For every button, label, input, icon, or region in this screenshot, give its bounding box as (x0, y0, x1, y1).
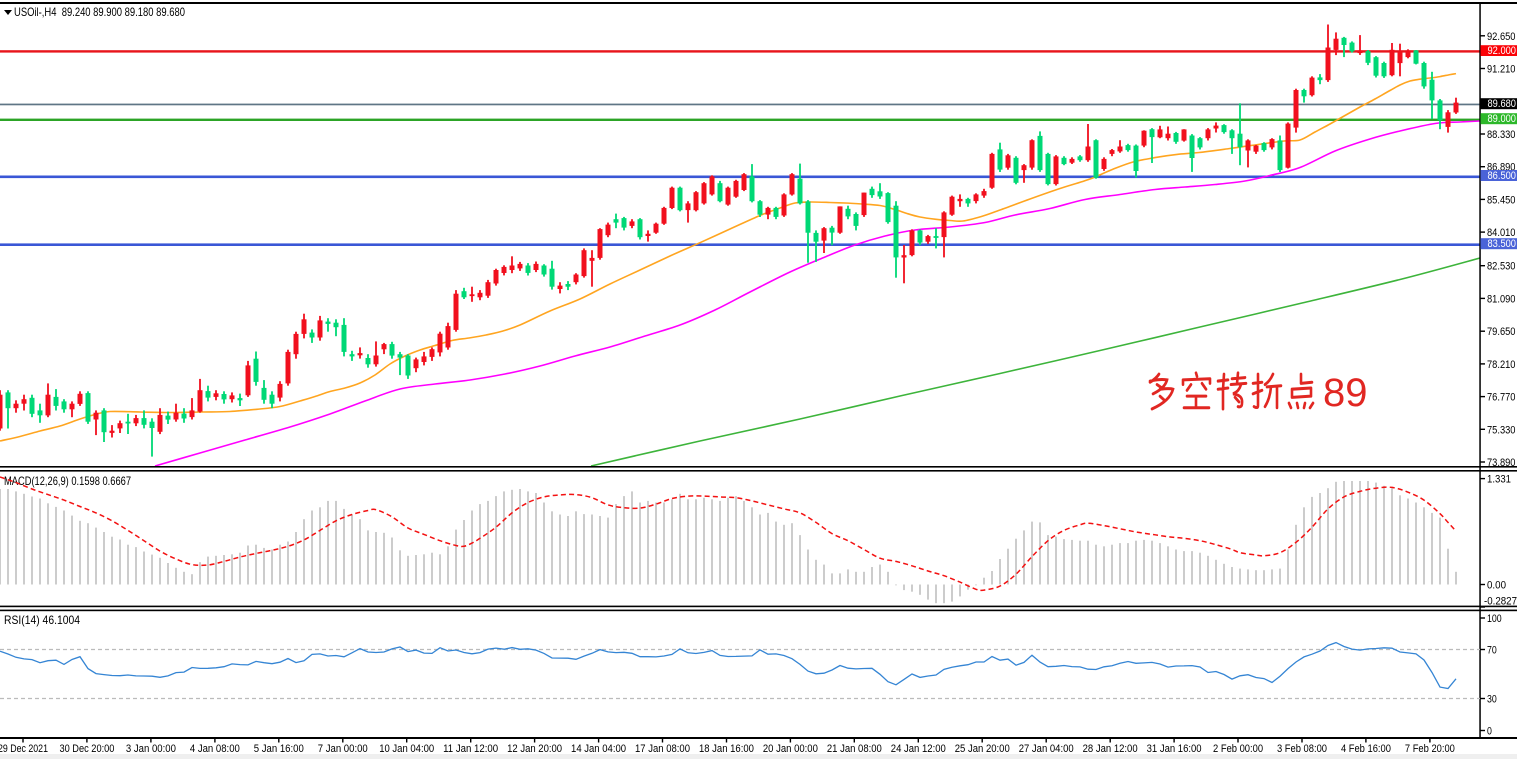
svg-text:70: 70 (1487, 645, 1497, 657)
svg-text:USOil-,H4 89.240 89.900 89.18: USOil-,H4 89.240 89.900 89.180 89.680 (14, 5, 185, 19)
svg-text:17 Jan 08:00: 17 Jan 08:00 (635, 743, 690, 755)
svg-text:25 Jan 20:00: 25 Jan 20:00 (955, 743, 1010, 755)
svg-text:24 Jan 12:00: 24 Jan 12:00 (891, 743, 946, 755)
svg-text:91.210: 91.210 (1487, 64, 1516, 76)
svg-text:10 Jan 04:00: 10 Jan 04:00 (379, 743, 434, 755)
svg-text:88.330: 88.330 (1487, 129, 1516, 141)
svg-text:76.770: 76.770 (1487, 392, 1516, 404)
svg-text:7 Jan 00:00: 7 Jan 00:00 (318, 743, 368, 755)
svg-text:RSI(14) 46.1004: RSI(14) 46.1004 (4, 613, 80, 627)
svg-text:89: 89 (1323, 371, 1368, 415)
svg-text:30 Dec 20:00: 30 Dec 20:00 (59, 743, 114, 755)
svg-text:4 Jan 08:00: 4 Jan 08:00 (190, 743, 240, 755)
svg-text:MACD(12,26,9) 0.1598 0.6667: MACD(12,26,9) 0.1598 0.6667 (4, 474, 131, 488)
svg-text:3 Feb 08:00: 3 Feb 08:00 (1277, 743, 1327, 755)
svg-text:29 Dec 2021: 29 Dec 2021 (0, 743, 48, 755)
svg-text:0: 0 (1487, 726, 1492, 738)
svg-text:82.530: 82.530 (1487, 261, 1516, 273)
svg-text:20 Jan 00:00: 20 Jan 00:00 (763, 743, 818, 755)
svg-text:14 Jan 04:00: 14 Jan 04:00 (571, 743, 626, 755)
svg-text:75.330: 75.330 (1487, 424, 1516, 436)
svg-text:27 Jan 04:00: 27 Jan 04:00 (1019, 743, 1074, 755)
svg-text:31 Jan 16:00: 31 Jan 16:00 (1147, 743, 1202, 755)
svg-text:-0.2827: -0.2827 (1484, 596, 1517, 608)
svg-text:18 Jan 16:00: 18 Jan 16:00 (699, 743, 754, 755)
svg-text:100: 100 (1487, 613, 1502, 625)
svg-text:5 Jan 16:00: 5 Jan 16:00 (254, 743, 304, 755)
svg-text:7 Feb 20:00: 7 Feb 20:00 (1405, 743, 1455, 755)
svg-text:89.000: 89.000 (1488, 113, 1517, 125)
svg-text:0.00: 0.00 (1487, 580, 1506, 592)
svg-text:79.650: 79.650 (1487, 326, 1516, 338)
svg-text:21 Jan 08:00: 21 Jan 08:00 (827, 743, 882, 755)
svg-text:78.210: 78.210 (1487, 359, 1516, 371)
svg-text:11 Jan 12:00: 11 Jan 12:00 (443, 743, 498, 755)
svg-text:92.650: 92.650 (1487, 31, 1516, 43)
svg-text:1.331: 1.331 (1487, 474, 1511, 486)
svg-text:73.890: 73.890 (1487, 457, 1516, 469)
svg-text:4 Feb 16:00: 4 Feb 16:00 (1341, 743, 1391, 755)
svg-text:30: 30 (1487, 694, 1497, 706)
svg-text:12 Jan 20:00: 12 Jan 20:00 (507, 743, 562, 755)
svg-text:83.500: 83.500 (1488, 238, 1517, 250)
svg-text:81.090: 81.090 (1487, 293, 1516, 305)
svg-text:89.680: 89.680 (1488, 98, 1517, 110)
svg-text:85.450: 85.450 (1487, 194, 1516, 206)
svg-text:92.000: 92.000 (1488, 45, 1517, 57)
svg-text:2 Feb 00:00: 2 Feb 00:00 (1213, 743, 1263, 755)
svg-text:3 Jan 00:00: 3 Jan 00:00 (126, 743, 176, 755)
svg-text:84.010: 84.010 (1487, 227, 1516, 239)
svg-text:86.500: 86.500 (1488, 170, 1517, 182)
svg-text:28 Jan 12:00: 28 Jan 12:00 (1083, 743, 1138, 755)
